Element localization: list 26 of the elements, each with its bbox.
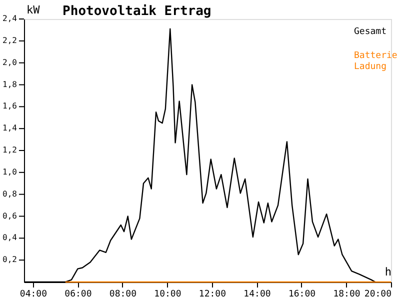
y-tick-label: 2,2 — [2, 36, 18, 45]
x-tick-label: 16:00 — [288, 290, 316, 300]
x-tick-label: 12:00 — [198, 290, 226, 300]
y-tick-label: 1,0 — [2, 167, 18, 176]
y-tick-label: 1,2 — [2, 146, 18, 154]
x-tick-label: 18:00 — [333, 290, 360, 300]
y-tick-label: 0,8 — [2, 189, 18, 198]
x-tick-label: 14:00 — [244, 290, 271, 300]
y-tick-label: 1,4 — [2, 124, 18, 133]
x-tick-label: 04:00 — [20, 290, 47, 300]
x-axis-title: h — [384, 266, 392, 278]
chart-title: Photovoltaik Ertrag — [62, 4, 212, 19]
y-tick-label: 2,0 — [2, 58, 18, 67]
y-tick-label: 1,8 — [2, 80, 18, 89]
y-tick-label: 1,6 — [2, 102, 18, 111]
x-tick-label: 08:00 — [109, 290, 137, 300]
y-tick-label: 0,2 — [2, 255, 18, 264]
text: Gesamt — [354, 27, 387, 37]
y-tick-label: 0,4 — [2, 233, 18, 242]
x-tick-label: 20:00 — [364, 290, 392, 300]
x-tick-label: 10:00 — [154, 290, 182, 300]
y-tick-label: 2,4 — [2, 14, 18, 23]
x-tick-label: 06:00 — [64, 290, 92, 300]
y-tick-label: 0,6 — [2, 211, 18, 220]
text: Batterie Ladung — [354, 51, 398, 72]
y-axis-title: kW — [26, 4, 40, 16]
